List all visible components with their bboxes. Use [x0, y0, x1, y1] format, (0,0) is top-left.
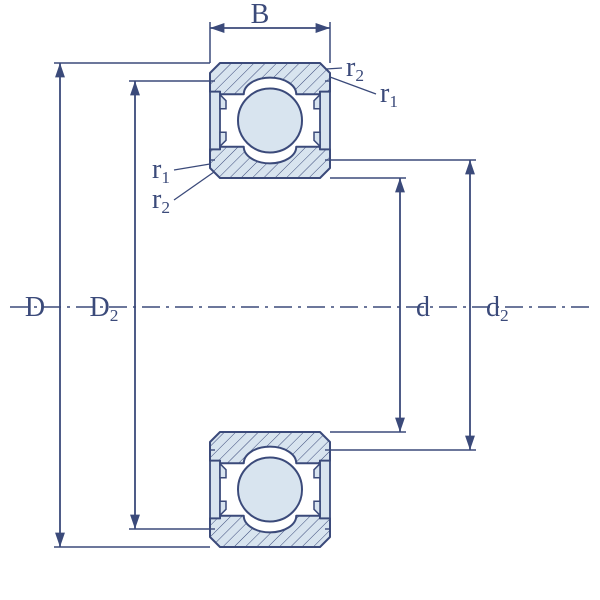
label-D: D	[25, 292, 45, 323]
label-B: B	[251, 0, 270, 30]
dim-line	[326, 68, 342, 69]
arrow-head	[220, 464, 226, 478]
dim-line	[174, 164, 210, 170]
arrow-head	[314, 95, 320, 109]
shield	[320, 461, 330, 519]
arrow-head	[130, 81, 140, 95]
arrow-head	[130, 515, 140, 529]
ball	[238, 89, 302, 153]
arrow-head	[220, 501, 226, 515]
arrow-head	[316, 23, 330, 33]
label-d: d	[416, 292, 430, 323]
shield	[210, 461, 220, 519]
arrow-head	[55, 533, 65, 547]
label-r1-bot: r1	[152, 154, 170, 187]
ball	[238, 458, 302, 522]
label-r2-top: r2	[346, 52, 364, 85]
arrow-head	[395, 418, 405, 432]
arrow-head	[314, 132, 320, 146]
dim-line	[174, 172, 214, 200]
arrow-head	[314, 501, 320, 515]
label-r2-bot: r2	[152, 184, 170, 217]
arrow-head	[465, 160, 475, 174]
arrow-head	[395, 178, 405, 192]
bearing-cross-section: BDD2dd2r2r1r1r2	[0, 0, 600, 600]
shield	[320, 92, 330, 150]
arrow-head	[220, 95, 226, 109]
arrow-head	[314, 464, 320, 478]
label-r1-top: r1	[380, 78, 398, 111]
arrow-head	[55, 63, 65, 77]
arrow-head	[210, 23, 224, 33]
label-d2: d2	[486, 292, 509, 325]
label-D2: D2	[90, 292, 119, 325]
arrow-head	[220, 132, 226, 146]
arrow-head	[465, 436, 475, 450]
shield	[210, 92, 220, 150]
